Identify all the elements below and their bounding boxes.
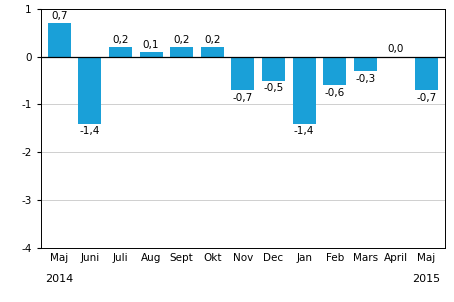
Text: -0,7: -0,7 — [233, 93, 253, 103]
Bar — [48, 23, 71, 57]
Bar — [232, 57, 254, 90]
Text: 0,2: 0,2 — [204, 35, 221, 45]
Bar — [170, 47, 193, 57]
Text: -0,7: -0,7 — [416, 93, 437, 103]
Text: -0,6: -0,6 — [325, 88, 345, 98]
Text: -0,3: -0,3 — [355, 74, 375, 84]
Bar — [79, 57, 101, 124]
Text: -1,4: -1,4 — [294, 127, 314, 137]
Bar — [323, 57, 346, 85]
Bar — [415, 57, 438, 90]
Text: 0,1: 0,1 — [143, 40, 159, 50]
Bar — [139, 52, 163, 57]
Text: 0,0: 0,0 — [388, 44, 404, 54]
Text: 0,2: 0,2 — [173, 35, 190, 45]
Text: 0,2: 0,2 — [112, 35, 128, 45]
Bar — [354, 57, 377, 71]
Text: 2015: 2015 — [413, 274, 441, 284]
Bar — [262, 57, 285, 81]
Bar — [109, 47, 132, 57]
Text: 2014: 2014 — [45, 274, 74, 284]
Bar — [293, 57, 316, 124]
Bar — [201, 47, 224, 57]
Text: -1,4: -1,4 — [79, 127, 100, 137]
Text: 0,7: 0,7 — [51, 11, 68, 21]
Text: -0,5: -0,5 — [263, 83, 284, 94]
